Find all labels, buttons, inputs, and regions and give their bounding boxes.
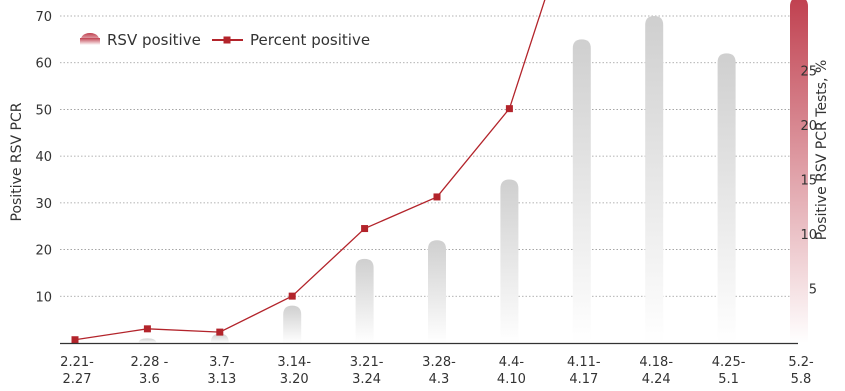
legend-line-label: Percent positive — [250, 31, 370, 49]
legend-line-marker — [223, 36, 231, 44]
bar — [283, 305, 302, 343]
x-tick-label: 2.28 - 3.6 — [131, 355, 169, 387]
line-point — [71, 336, 79, 344]
x-tick-label-line: 3.28- — [422, 355, 456, 370]
x-tick-label: 3.21- 3.24 — [350, 355, 384, 387]
x-tick-label-line: 2.21- — [60, 355, 94, 370]
x-tick-label-line: 4.11- — [567, 355, 601, 370]
x-tick-label: 5.2- 5.8 — [788, 355, 814, 387]
x-tick-label-line: 4.24 — [642, 372, 671, 387]
x-tick-label-line: 2.27 — [63, 372, 92, 387]
x-tick-label: 3.7- 3.13 — [207, 355, 236, 387]
line-point — [216, 328, 224, 336]
line-point — [433, 193, 441, 201]
axes: 10 20 30 40 50 60 70 5 10 15 20 25 2.21- 2.27 2.28 - 3.… — [35, 10, 817, 387]
y-tick-label: 50 — [35, 103, 52, 118]
x-tick-label-line: 3.20 — [280, 372, 309, 387]
y-tick-label: 10 — [35, 290, 52, 305]
legend-bar-label: RSV positive — [107, 31, 201, 49]
x-tick-label-line: 4.17 — [569, 372, 598, 387]
line-point — [288, 292, 296, 300]
y-tick-label: 20 — [35, 244, 52, 259]
x-tick-label: 4.4- 4.10 — [497, 355, 526, 387]
x-tick-label-line: 3.24 — [352, 372, 381, 387]
x-tick-label-line: 3.14- — [277, 355, 311, 370]
x-tick-label-line: 2.28 - — [131, 355, 169, 370]
y2-tick-label: 20 — [800, 119, 817, 134]
legend-item-bar: RSV positive — [80, 31, 201, 49]
x-tick-label: 4.25- 5.1 — [712, 355, 746, 387]
x-tick-label-line: 4.4- — [499, 355, 525, 370]
y2-tick-label: 10 — [800, 228, 817, 243]
legend-bar-swatch-base — [80, 38, 100, 45]
y2-tick-label: 5 — [809, 283, 817, 298]
bar — [500, 179, 519, 343]
x-tick-label-line: 3.13 — [207, 372, 236, 387]
x-tick-label: 3.14- 3.20 — [277, 355, 311, 387]
x-tick-label: 3.28- 4.3 — [422, 355, 456, 387]
bar — [138, 338, 157, 343]
x-tick-label: 4.11- 4.17 — [567, 355, 601, 387]
legend: RSV positive Percent positive — [80, 31, 370, 49]
x-tick-label: 4.18- 4.24 — [639, 355, 673, 387]
x-tick-label-line: 5.2- — [788, 355, 814, 370]
legend-item-line: Percent positive — [212, 31, 370, 49]
bar — [355, 258, 374, 343]
y-tick-label: 70 — [35, 10, 52, 25]
y-tick-label: 60 — [35, 57, 52, 72]
line-point — [143, 325, 151, 333]
bar — [645, 16, 664, 343]
y-tick-label: 40 — [35, 150, 52, 165]
bar — [790, 0, 808, 343]
x-tick-label: 2.21- 2.27 — [60, 355, 94, 387]
x-tick-label-line: 3.21- — [350, 355, 384, 370]
y-axis-title: Positive RSV PCR — [9, 102, 25, 221]
x-tick-label-line: 3.7- — [209, 355, 235, 370]
x-tick-label-line: 4.10 — [497, 372, 526, 387]
x-tick-label-line: 4.25- — [712, 355, 746, 370]
y2-tick-label: 15 — [800, 174, 817, 189]
bar-series — [138, 0, 808, 343]
line-point — [505, 105, 513, 113]
x-tick-label-line: 4.3 — [429, 372, 450, 387]
line-point — [361, 225, 369, 233]
x-tick-label-line: 5.1 — [718, 372, 739, 387]
bar — [428, 240, 446, 343]
y2-tick-label: 25 — [800, 65, 817, 80]
bar — [572, 39, 591, 343]
x-tick-label-line: 4.18- — [639, 355, 673, 370]
bar — [717, 53, 736, 343]
x-tick-label-line: 3.6 — [139, 372, 160, 387]
line-series — [71, 0, 546, 344]
bar — [210, 333, 229, 343]
y-tick-label: 30 — [35, 197, 52, 212]
x-tick-label-line: 5.8 — [791, 372, 812, 387]
y2-axis-title: Positive RSV PCR Tests, % — [814, 60, 830, 241]
